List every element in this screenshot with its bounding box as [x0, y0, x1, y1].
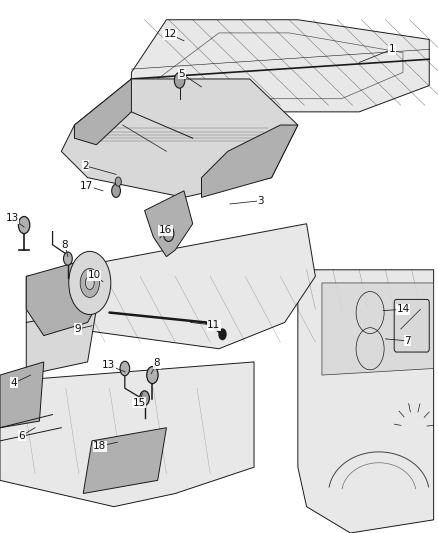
Text: 8: 8 [153, 358, 160, 368]
Text: 6: 6 [18, 431, 25, 441]
Circle shape [147, 367, 158, 384]
Text: 5: 5 [178, 69, 185, 79]
Text: 15: 15 [133, 398, 146, 408]
Circle shape [18, 216, 30, 233]
Text: 13: 13 [102, 360, 115, 370]
Polygon shape [322, 283, 434, 375]
Polygon shape [298, 270, 434, 533]
Polygon shape [0, 362, 44, 427]
Polygon shape [145, 191, 193, 256]
Circle shape [112, 184, 120, 197]
Polygon shape [83, 427, 166, 494]
Polygon shape [74, 79, 131, 145]
Polygon shape [201, 125, 298, 197]
Text: 3: 3 [257, 196, 264, 206]
Circle shape [174, 72, 185, 88]
Circle shape [80, 269, 99, 297]
Polygon shape [131, 20, 429, 112]
Text: 7: 7 [404, 336, 411, 346]
Polygon shape [0, 362, 254, 507]
Text: 11: 11 [207, 320, 220, 330]
Polygon shape [26, 256, 105, 336]
Circle shape [115, 177, 121, 186]
Circle shape [85, 277, 94, 289]
Polygon shape [26, 309, 96, 375]
Text: 10: 10 [88, 270, 101, 280]
Circle shape [120, 361, 130, 376]
Text: 13: 13 [6, 213, 19, 223]
Text: 16: 16 [159, 225, 172, 235]
Text: 17: 17 [80, 181, 93, 191]
Text: 14: 14 [396, 304, 410, 314]
Text: 9: 9 [74, 324, 81, 334]
Circle shape [219, 329, 226, 340]
Circle shape [69, 252, 111, 314]
Circle shape [163, 225, 174, 241]
Circle shape [64, 252, 72, 265]
Text: 2: 2 [82, 161, 89, 171]
Text: 18: 18 [93, 441, 106, 451]
FancyBboxPatch shape [394, 300, 429, 352]
Text: 8: 8 [61, 240, 68, 250]
Polygon shape [26, 224, 315, 349]
Circle shape [140, 391, 149, 405]
Text: 1: 1 [389, 44, 396, 54]
Polygon shape [61, 79, 298, 197]
Text: 4: 4 [11, 378, 18, 388]
Text: 12: 12 [163, 29, 177, 39]
